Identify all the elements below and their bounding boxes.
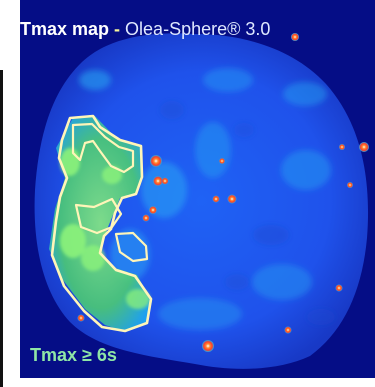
- threshold-label: Tmax ≥ 6s: [30, 345, 117, 365]
- hotspots: [77, 33, 369, 352]
- texture: [160, 101, 335, 325]
- lesion-region: [49, 114, 153, 333]
- title-product: Olea-Sphere® 3.0: [125, 19, 271, 39]
- brain-tmax-map: [34, 33, 369, 369]
- cyan-speckles: [79, 68, 331, 330]
- left-border-line: [0, 70, 3, 387]
- title-separator: -: [109, 19, 126, 39]
- tmax-map-panel: [20, 0, 375, 378]
- title-main: Tmax map: [20, 19, 110, 39]
- map-title: Tmax map - Olea-Sphere® 3.0: [20, 18, 270, 40]
